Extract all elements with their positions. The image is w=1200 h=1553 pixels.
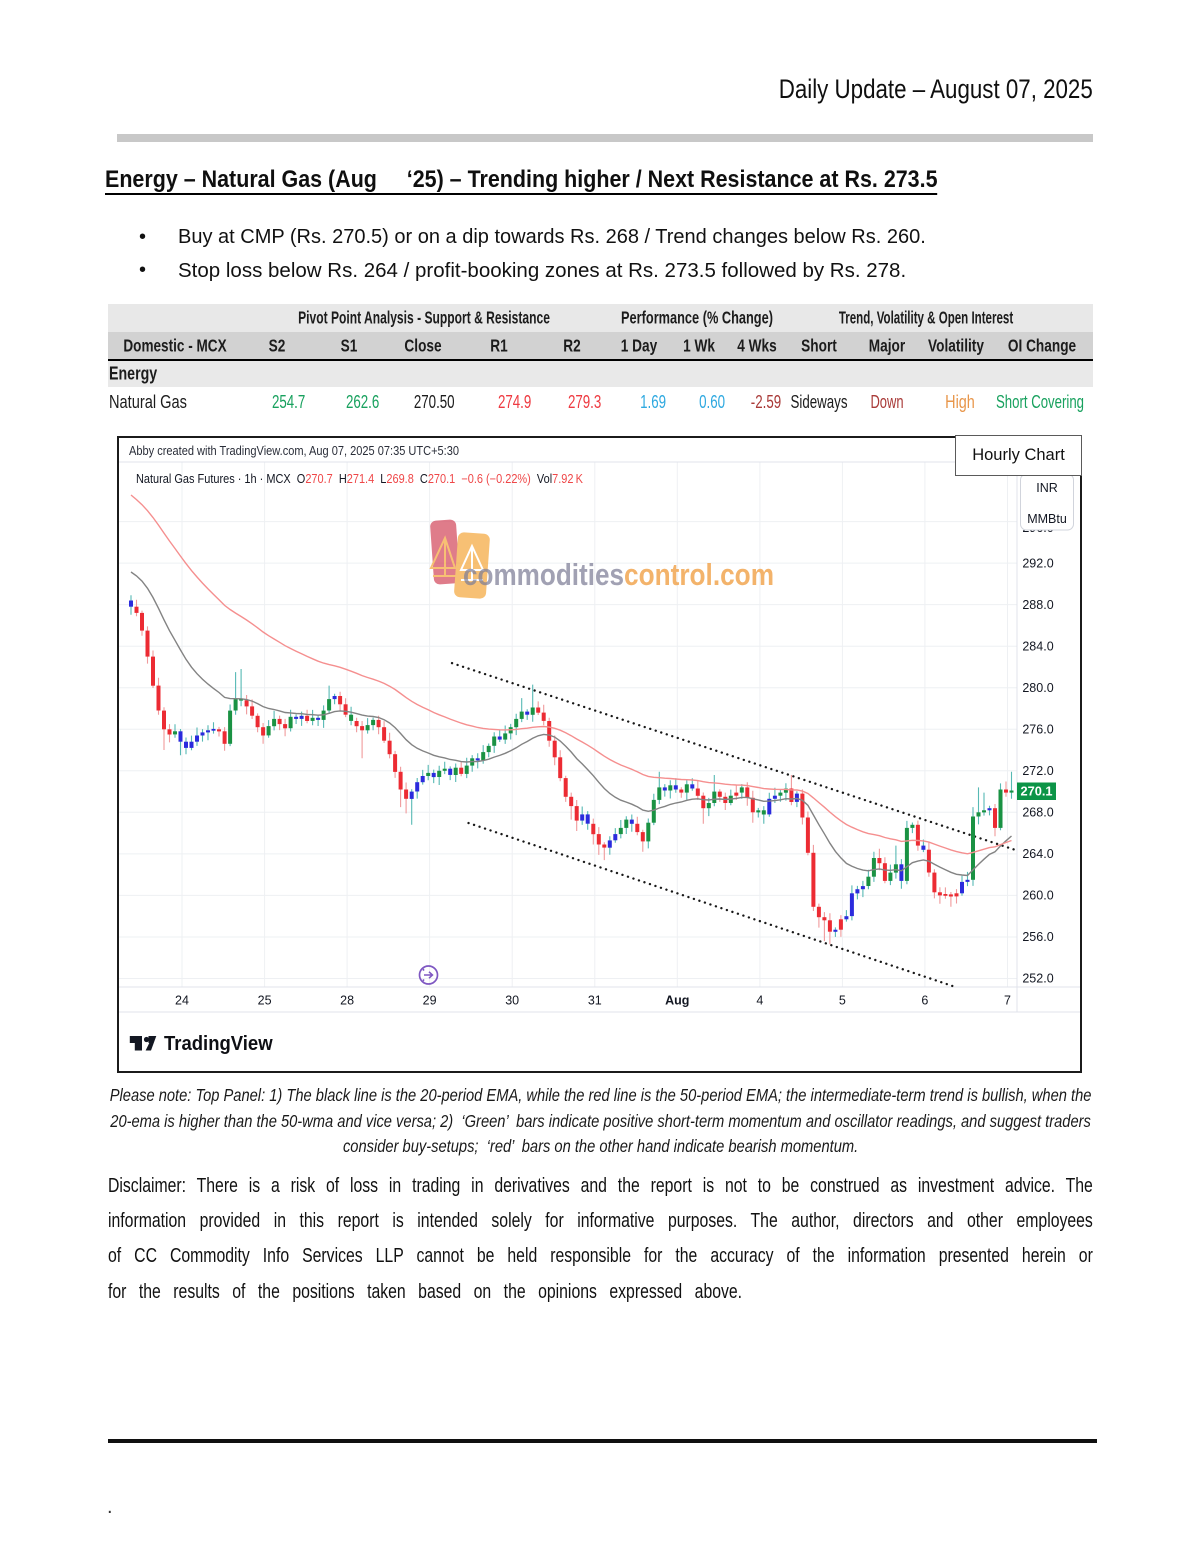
svg-text:MMBtu: MMBtu xyxy=(1027,512,1067,526)
svg-text:4: 4 xyxy=(756,994,763,1008)
svg-text:252.0: 252.0 xyxy=(1022,972,1053,986)
svg-text:276.0: 276.0 xyxy=(1022,723,1053,737)
svg-text:260.0: 260.0 xyxy=(1022,889,1053,903)
svg-text:268.0: 268.0 xyxy=(1022,806,1053,820)
svg-text:284.0: 284.0 xyxy=(1022,639,1053,653)
svg-text:31: 31 xyxy=(588,994,602,1008)
svg-text:30: 30 xyxy=(505,994,519,1008)
svg-text:6: 6 xyxy=(921,994,928,1008)
svg-text:Natural Gas Futures · 1h · MCX: Natural Gas Futures · 1h · MCX O270.7 H2… xyxy=(136,472,584,486)
svg-text:Aug: Aug xyxy=(665,994,689,1008)
svg-text:28: 28 xyxy=(340,994,354,1008)
svg-text:264.0: 264.0 xyxy=(1022,847,1053,861)
svg-text:24: 24 xyxy=(175,994,189,1008)
svg-text:TradingView: TradingView xyxy=(164,1032,273,1055)
svg-text:256.0: 256.0 xyxy=(1022,930,1053,944)
svg-text:commodities: commodities xyxy=(463,557,624,592)
svg-text:5: 5 xyxy=(839,994,846,1008)
svg-text:292.0: 292.0 xyxy=(1022,556,1053,570)
svg-text:288.0: 288.0 xyxy=(1022,598,1053,612)
svg-text:7: 7 xyxy=(1004,994,1011,1008)
svg-text:25: 25 xyxy=(258,994,272,1008)
svg-text:29: 29 xyxy=(423,994,437,1008)
svg-text:Abby created with TradingView.: Abby created with TradingView.com, Aug 0… xyxy=(129,444,459,458)
svg-text:control.com: control.com xyxy=(624,557,774,592)
svg-text:270.1: 270.1 xyxy=(1020,784,1052,799)
svg-text:272.0: 272.0 xyxy=(1022,764,1053,778)
svg-text:INR: INR xyxy=(1036,481,1058,495)
svg-text:280.0: 280.0 xyxy=(1022,681,1053,695)
